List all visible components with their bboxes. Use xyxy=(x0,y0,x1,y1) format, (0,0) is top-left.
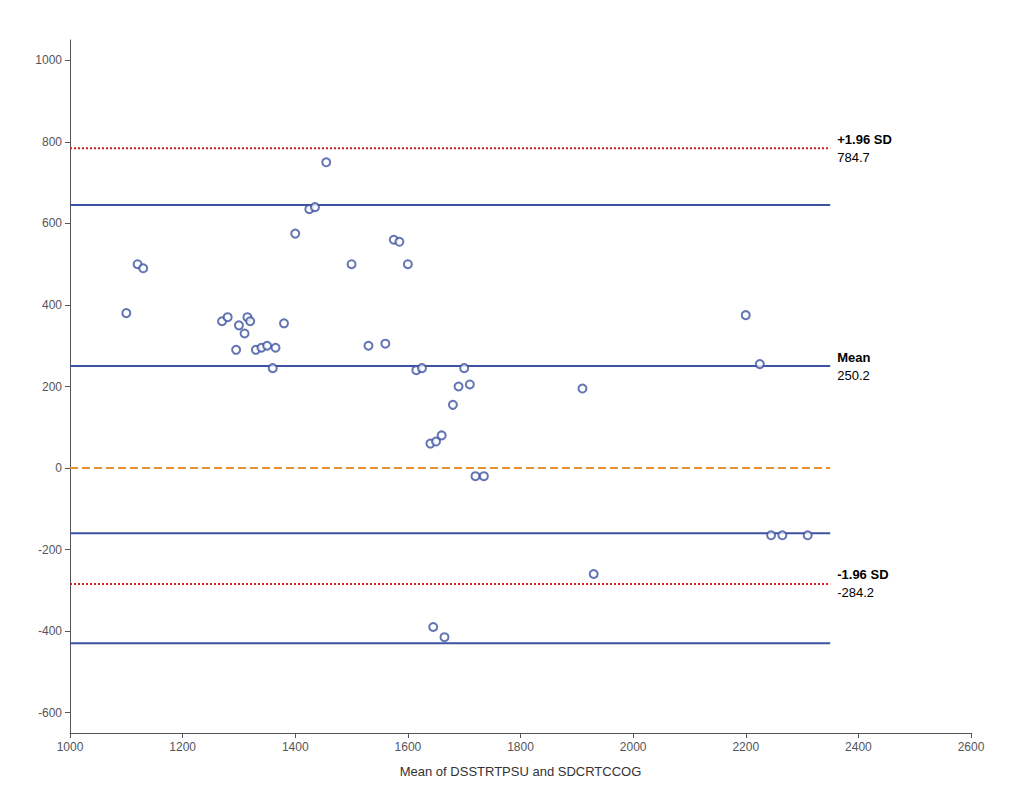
svg-text:Mean: Mean xyxy=(837,350,870,365)
svg-text:250.2: 250.2 xyxy=(837,368,870,383)
svg-text:Mean of DSSTRTPSU and SDCRTCCO: Mean of DSSTRTPSU and SDCRTCCOG xyxy=(400,764,642,779)
svg-text:2200: 2200 xyxy=(732,740,759,754)
svg-text:1400: 1400 xyxy=(282,740,309,754)
svg-text:1200: 1200 xyxy=(169,740,196,754)
svg-text:-284.2: -284.2 xyxy=(837,585,874,600)
svg-text:+1.96 SD: +1.96 SD xyxy=(837,132,892,147)
svg-text:-200: -200 xyxy=(38,543,62,557)
svg-text:1600: 1600 xyxy=(395,740,422,754)
svg-text:1000: 1000 xyxy=(57,740,84,754)
svg-text:200: 200 xyxy=(42,380,62,394)
svg-text:2000: 2000 xyxy=(620,740,647,754)
svg-text:600: 600 xyxy=(42,216,62,230)
svg-text:-1.96 SD: -1.96 SD xyxy=(837,567,888,582)
svg-text:784.7: 784.7 xyxy=(837,150,870,165)
svg-text:2600: 2600 xyxy=(958,740,985,754)
svg-text:-400: -400 xyxy=(38,624,62,638)
svg-text:1000: 1000 xyxy=(35,53,62,67)
svg-text:-600: -600 xyxy=(38,706,62,720)
svg-text:0: 0 xyxy=(55,461,62,475)
svg-text:1800: 1800 xyxy=(507,740,534,754)
svg-text:800: 800 xyxy=(42,135,62,149)
svg-text:400: 400 xyxy=(42,298,62,312)
svg-text:2400: 2400 xyxy=(845,740,872,754)
